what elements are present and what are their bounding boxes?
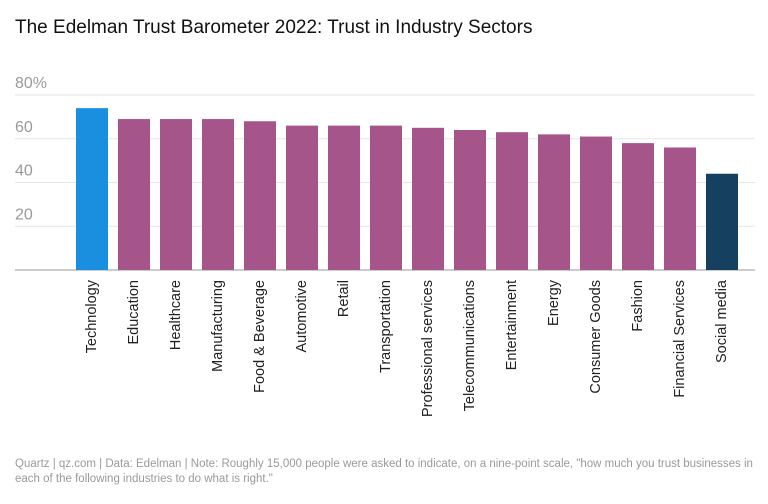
bar	[706, 173, 738, 270]
bar	[370, 125, 402, 270]
bar	[160, 119, 192, 270]
x-tick-label: Retail	[336, 280, 352, 317]
x-tick-label: Healthcare	[168, 280, 184, 350]
x-tick-label: Energy	[546, 279, 562, 326]
x-tick-label: Fashion	[630, 280, 646, 332]
bar	[496, 132, 528, 270]
x-tick-label: Transportation	[378, 280, 394, 373]
y-tick-label: 20	[15, 206, 33, 223]
bar	[328, 125, 360, 270]
x-tick-label: Telecommunications	[462, 280, 478, 411]
bar	[664, 147, 696, 270]
x-tick-label: Entertainment	[504, 280, 520, 370]
x-tick-label: Professional services	[420, 280, 436, 417]
source-note: Quartz | qz.com | Data: Edelman | Note: …	[15, 458, 753, 485]
y-tick-label: 40	[15, 163, 33, 180]
chart-title: The Edelman Trust Barometer 2022: Trust …	[15, 17, 532, 38]
y-tick-label: 80%	[15, 75, 47, 92]
bar	[244, 121, 276, 270]
x-tick-label: Education	[126, 280, 142, 345]
bar	[412, 127, 444, 270]
bar	[286, 125, 318, 270]
bar	[622, 143, 654, 270]
x-tick-label: Automotive	[294, 280, 310, 353]
bar	[580, 136, 612, 270]
bar	[202, 119, 234, 270]
bar	[538, 134, 570, 270]
x-tick-label: Technology	[84, 279, 100, 353]
bar	[118, 119, 150, 270]
x-tick-label: Financial Services	[672, 280, 688, 398]
bar	[76, 108, 108, 270]
x-tick-label: Social media	[714, 279, 730, 363]
y-tick-label: 60	[15, 119, 33, 136]
bar	[454, 130, 486, 270]
x-tick-label: Manufacturing	[210, 280, 226, 372]
x-tick-label: Food & Beverage	[252, 280, 268, 393]
x-tick-label: Consumer Goods	[588, 280, 604, 394]
